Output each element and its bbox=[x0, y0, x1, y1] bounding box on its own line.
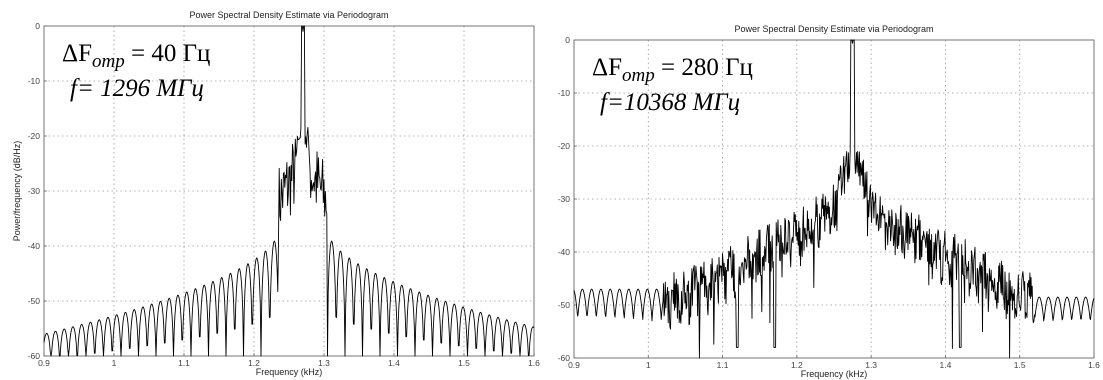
chart-title: Power Spectral Density Estimate via Peri… bbox=[734, 24, 933, 34]
psd-chart-right-svg: Power Spectral Density Estimate via Peri… bbox=[558, 24, 1100, 379]
y-axis-label: Power/frequency (dB/Hz) bbox=[12, 141, 22, 242]
x-tick-label: 1 bbox=[646, 360, 651, 370]
x-tick-label: 1.5 bbox=[1014, 360, 1026, 370]
x-tick-label: 1.3 bbox=[865, 360, 877, 370]
x-tick-label: 1.1 bbox=[717, 360, 729, 370]
y-tick-label: -30 bbox=[558, 194, 571, 204]
y-tick-label: -60 bbox=[558, 353, 571, 363]
x-axis-label: Frequency (kHz) bbox=[801, 369, 868, 379]
x-tick-label: 1.6 bbox=[1088, 360, 1100, 370]
y-tick-label: -40 bbox=[558, 247, 571, 257]
x-tick-label: 1.5 bbox=[458, 358, 470, 368]
y-tick-label: 0 bbox=[35, 21, 40, 31]
annotation-bandwidth: ΔFomp = 280 Гц bbox=[592, 54, 753, 86]
x-tick-label: 1.4 bbox=[388, 358, 400, 368]
y-tick-label: 0 bbox=[565, 35, 570, 45]
x-tick-label: 1.4 bbox=[940, 360, 952, 370]
y-tick-label: -50 bbox=[28, 296, 41, 306]
x-tick-label: 1.1 bbox=[178, 358, 190, 368]
x-tick-label: 1.6 bbox=[528, 358, 540, 368]
x-tick-label: 1 bbox=[112, 358, 117, 368]
chart-title: Power Spectral Density Estimate via Peri… bbox=[189, 10, 388, 20]
x-tick-label: 0.9 bbox=[568, 360, 580, 370]
psd-chart-right: Power Spectral Density Estimate via Peri… bbox=[556, 0, 1103, 380]
y-tick-label: -30 bbox=[28, 186, 41, 196]
psd-chart-left-svg: Power Spectral Density Estimate via Peri… bbox=[12, 10, 540, 377]
y-tick-label: -10 bbox=[558, 88, 571, 98]
y-tick-label: -20 bbox=[28, 131, 41, 141]
annotation-frequency: f= 1296 МГц bbox=[70, 75, 204, 102]
psd-series-line bbox=[573, 39, 1095, 359]
y-tick-label: -40 bbox=[28, 241, 41, 251]
annotation-frequency: f=10368 МГц bbox=[600, 89, 740, 116]
y-tick-label: -60 bbox=[28, 351, 41, 361]
x-tick-label: 1.2 bbox=[248, 358, 260, 368]
x-axis-label: Frequency (kHz) bbox=[256, 367, 323, 377]
y-tick-label: -20 bbox=[558, 141, 571, 151]
x-tick-label: 1.3 bbox=[318, 358, 330, 368]
psd-chart-left: Power Spectral Density Estimate via Peri… bbox=[0, 0, 540, 380]
y-tick-label: -50 bbox=[558, 300, 571, 310]
y-tick-label: -10 bbox=[28, 76, 41, 86]
x-tick-label: 0.9 bbox=[38, 358, 50, 368]
x-tick-label: 1.2 bbox=[791, 360, 803, 370]
annotation-bandwidth: ΔFomp = 40 Гц bbox=[62, 40, 210, 72]
psd-series-line bbox=[43, 25, 535, 357]
